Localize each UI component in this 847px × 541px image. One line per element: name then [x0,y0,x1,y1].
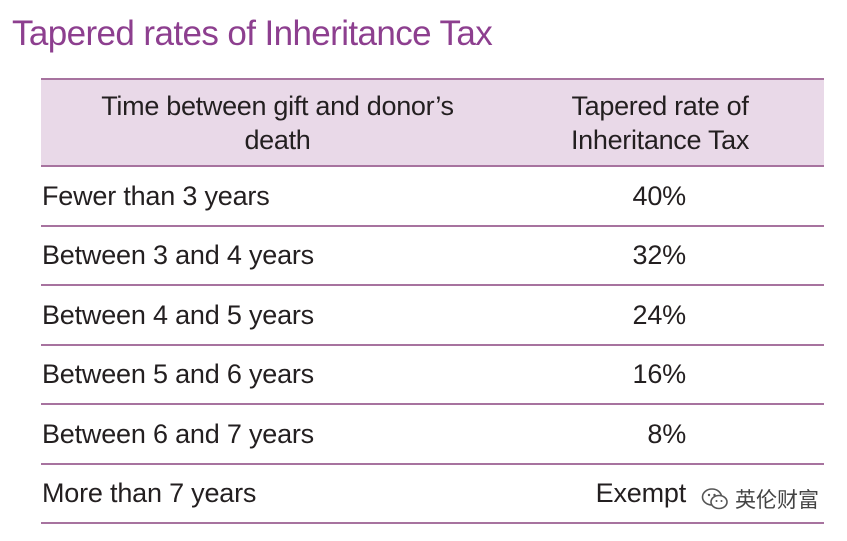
row-time: Between 4 and 5 years [42,299,314,330]
page-title: Tapered rates of Inheritance Tax [12,14,493,53]
wechat-watermark: 英伦财富 [697,482,823,516]
table-row: Between 5 and 6 years 16% [41,346,824,405]
table-row: Between 4 and 5 years 24% [41,286,824,346]
table-row: Between 3 and 4 years 32% [41,227,824,286]
header-rate: Tapered rate of Inheritance Tax [506,80,824,165]
wechat-icon [701,488,728,510]
row-time: Between 6 and 7 years [42,418,314,449]
row-rate: Exempt [595,478,687,509]
inheritance-tax-table: Time between gift and donor’s death Tape… [41,78,824,524]
row-time: Fewer than 3 years [42,180,270,211]
table-row: Between 6 and 7 years 8% [41,405,824,465]
table-header: Time between gift and donor’s death Tape… [41,80,824,167]
row-rate: 16% [632,359,687,390]
row-time: Between 3 and 4 years [42,240,314,271]
header-time: Time between gift and donor’s death [41,80,506,165]
watermark-label: 英伦财富 [735,488,819,512]
row-rate: 24% [632,299,687,330]
row-rate: 32% [632,240,687,271]
table-row: More than 7 years Exempt [41,465,824,524]
row-time: Between 5 and 6 years [42,359,314,390]
row-rate: 40% [632,180,687,211]
header-time-label: Time between gift and donor’s death [101,90,454,155]
row-time: More than 7 years [42,478,257,509]
table-row: Fewer than 3 years 40% [41,167,824,227]
header-rate-label: Tapered rate of Inheritance Tax [570,90,750,155]
row-rate: 8% [647,418,686,449]
